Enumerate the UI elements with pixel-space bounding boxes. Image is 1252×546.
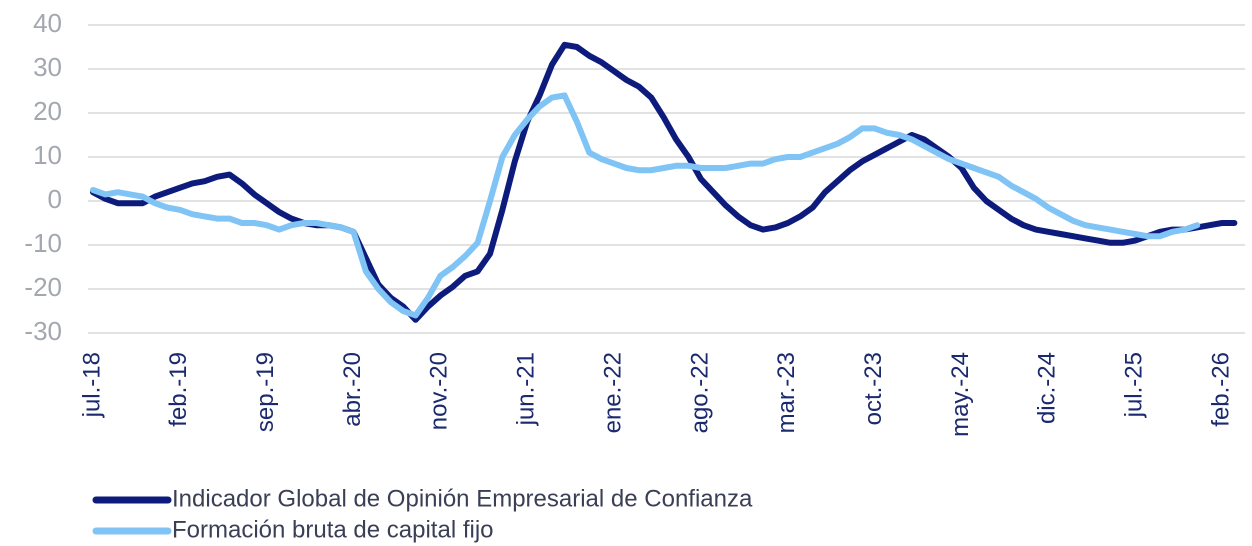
y-tick-label: -20 xyxy=(24,272,62,302)
legend-label: Indicador Global de Opinión Empresarial … xyxy=(172,485,753,512)
y-tick-label: 0 xyxy=(48,184,62,214)
x-tick-label: feb.-26 xyxy=(1207,352,1234,427)
x-tick-label: sep.-19 xyxy=(252,352,279,432)
y-tick-label: 10 xyxy=(33,140,62,170)
x-tick-label: mar.-23 xyxy=(773,352,800,433)
x-tick-label: ene.-22 xyxy=(599,352,626,433)
y-tick-label: 20 xyxy=(33,96,62,126)
x-tick-label: jun.-21 xyxy=(513,352,540,426)
x-tick-label: oct.-23 xyxy=(860,352,887,425)
x-tick-label: jul.-18 xyxy=(78,352,105,418)
series-line xyxy=(90,41,1238,323)
x-tick-label: nov.-20 xyxy=(426,352,453,430)
y-tick-label: -10 xyxy=(24,228,62,258)
x-tick-label: dic.-24 xyxy=(1034,352,1061,424)
x-tick-label: abr.-20 xyxy=(339,352,366,427)
x-tick-label: ago.-22 xyxy=(686,352,713,433)
y-tick-label: -30 xyxy=(24,316,62,346)
legend-label: Formación bruta de capital fijo xyxy=(172,516,494,543)
x-tick-label: may.-24 xyxy=(947,352,974,437)
x-tick-label: feb.-19 xyxy=(165,352,192,427)
x-tick-label: jul.-25 xyxy=(1120,352,1147,418)
y-tick-label: 30 xyxy=(33,52,62,82)
y-tick-label: 40 xyxy=(33,8,62,38)
series-line xyxy=(90,92,1201,319)
